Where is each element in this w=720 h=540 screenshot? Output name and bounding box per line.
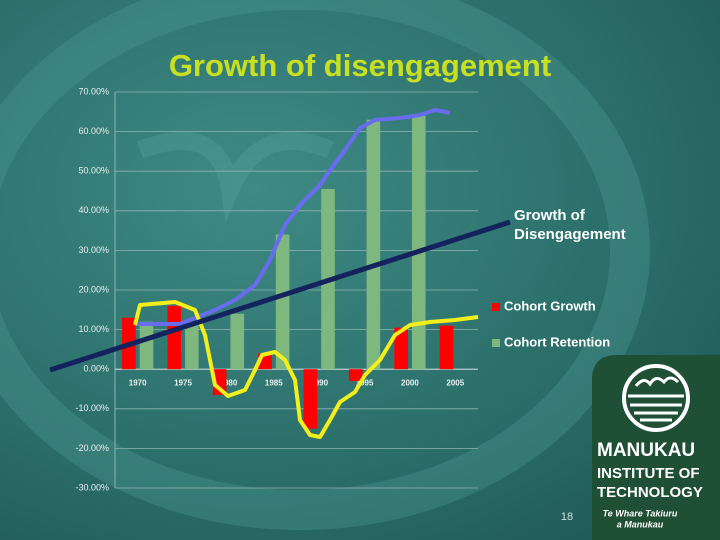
y-tick-label: -20.00% — [75, 443, 109, 453]
logo-motto: a Manukau — [617, 519, 664, 529]
x-tick-label: 1975 — [174, 378, 192, 387]
bar — [439, 325, 454, 370]
y-tick-label: 10.00% — [78, 324, 109, 334]
y-tick-label: 40.00% — [78, 205, 109, 215]
legend-swatch — [492, 303, 500, 311]
page-number: 18 — [561, 511, 573, 523]
x-tick-label: 1995 — [356, 378, 374, 387]
y-tick-label: 70.00% — [78, 86, 109, 96]
logo-birds — [634, 376, 680, 387]
bar — [230, 313, 245, 370]
x-tick-label: 1970 — [129, 378, 147, 387]
bar — [185, 321, 199, 370]
bar — [275, 234, 290, 370]
x-tick-label: 2005 — [446, 378, 464, 387]
y-tick-label: 50.00% — [78, 166, 109, 176]
annotation: Growth of Disengagement — [514, 207, 626, 243]
chart-title: Growth of disengagement — [169, 48, 551, 83]
retention-sketch — [135, 108, 451, 326]
y-tick-label: -30.00% — [75, 482, 109, 492]
x-tick-label: 1980 — [220, 378, 238, 387]
growth-sketch — [133, 300, 479, 439]
y-tick-label: 60.00% — [78, 126, 109, 136]
trend-line — [49, 219, 511, 373]
legend-label: Cohort Retention — [504, 334, 610, 349]
logo-mark — [622, 364, 690, 432]
x-tick-label: 2000 — [401, 378, 419, 387]
bar — [366, 119, 381, 370]
x-tick-label: 1985 — [265, 378, 283, 387]
bar — [303, 369, 318, 429]
logo-mark — [628, 394, 684, 422]
bar — [139, 321, 154, 370]
bar — [394, 327, 408, 370]
bar — [348, 369, 363, 382]
legend-swatch — [492, 339, 500, 347]
logo-motto: Te Whare Takiuru — [603, 508, 678, 518]
logo-text: INSTITUTE OF — [597, 465, 700, 482]
x-tick-label: 1990 — [310, 378, 328, 387]
y-tick-label: -10.00% — [75, 403, 109, 413]
y-tick-label: 0.00% — [83, 364, 109, 374]
swoosh — [0, 0, 650, 530]
y-tick-label: 20.00% — [78, 284, 109, 294]
logo-text: MANUKAU — [597, 440, 695, 461]
bar — [167, 305, 182, 370]
bar — [411, 115, 426, 370]
logo-text: TECHNOLOGY — [597, 484, 703, 501]
legend-label: Cohort Growth — [504, 298, 596, 313]
swoosh — [136, 132, 334, 223]
y-tick-label: 30.00% — [78, 245, 109, 255]
